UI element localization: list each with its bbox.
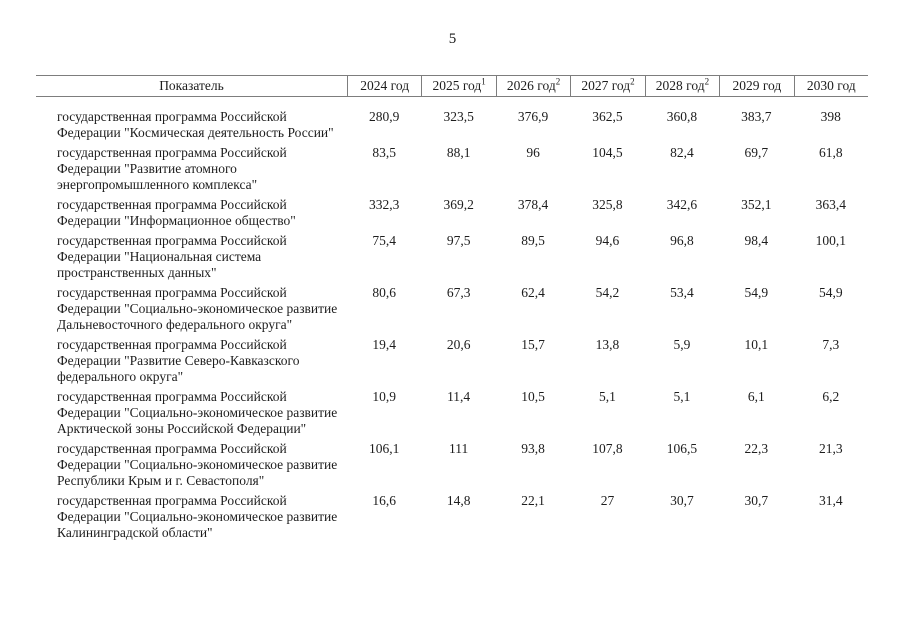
program-name: государственная программа Российской Фед… xyxy=(57,109,334,140)
table-row: государственная программа Российской Фед… xyxy=(36,105,868,141)
table-row: государственная программа Российской Фед… xyxy=(36,385,868,437)
value-2030: 100,1 xyxy=(815,233,846,248)
value-2024: 75,4 xyxy=(372,233,397,248)
value-2029: 69,7 xyxy=(744,145,769,160)
value-2025: 323,5 xyxy=(443,109,474,124)
value-2030: 54,9 xyxy=(818,285,843,300)
column-header-2028: 2028 год2 xyxy=(644,76,719,96)
value-2030: 363,4 xyxy=(815,197,846,212)
footnote-ref: 2 xyxy=(555,76,561,87)
table-row: государственная программа Российской Фед… xyxy=(36,333,868,385)
value-2026: 93,8 xyxy=(521,441,545,456)
value-2030: 398 xyxy=(820,109,841,124)
table-row: государственная программа Российской Фед… xyxy=(36,141,868,193)
value-2029: 10,1 xyxy=(744,337,769,352)
footnote-ref: 2 xyxy=(630,76,635,87)
table-row: государственная программа Российской Фед… xyxy=(36,489,868,541)
footnote-ref: 1 xyxy=(481,76,486,87)
value-2026: 62,4 xyxy=(521,285,545,300)
value-2027: 94,6 xyxy=(595,233,620,248)
value-2030: 31,4 xyxy=(818,493,843,508)
value-2024: 280,9 xyxy=(369,109,400,124)
value-2029: 352,1 xyxy=(741,197,772,212)
value-2024: 80,6 xyxy=(372,285,397,300)
column-header-2027: 2027 год2 xyxy=(570,76,644,96)
column-header-2025: 2025 год1 xyxy=(421,76,495,96)
value-2025: 67,3 xyxy=(446,285,471,300)
value-2030: 61,8 xyxy=(818,145,843,160)
value-2025: 88,1 xyxy=(446,145,471,160)
value-2028: 30,7 xyxy=(670,493,694,508)
value-2029: 383,7 xyxy=(741,109,772,124)
value-2024: 106,1 xyxy=(369,441,400,456)
value-2028: 96,8 xyxy=(670,233,694,248)
program-name: государственная программа Российской Фед… xyxy=(57,337,300,384)
program-name: государственная программа Российской Фед… xyxy=(57,493,338,540)
value-2026: 10,5 xyxy=(521,389,545,404)
value-2025: 111 xyxy=(449,441,469,456)
value-2026: 15,7 xyxy=(521,337,545,352)
program-name: государственная программа Российской Фед… xyxy=(57,441,338,488)
value-2029: 30,7 xyxy=(744,493,769,508)
value-2025: 97,5 xyxy=(446,233,471,248)
value-2024: 16,6 xyxy=(372,493,397,508)
value-2024: 332,3 xyxy=(369,197,400,212)
value-2027: 13,8 xyxy=(595,337,620,352)
table-row: государственная программа Российской Фед… xyxy=(36,193,868,229)
value-2026: 96 xyxy=(526,145,540,160)
value-2027: 27 xyxy=(600,493,615,508)
value-2027: 54,2 xyxy=(595,285,620,300)
value-2027: 107,8 xyxy=(592,441,623,456)
value-2026: 376,9 xyxy=(517,109,549,124)
column-header-2029: 2029 год xyxy=(719,76,793,96)
value-2024: 83,5 xyxy=(372,145,397,160)
program-name: государственная программа Российской Фед… xyxy=(57,285,338,332)
value-2025: 20,6 xyxy=(446,337,471,352)
budget-table: Показатель 2024 год 2025 год1 2026 год2 … xyxy=(36,75,868,541)
value-2027: 5,1 xyxy=(599,389,616,404)
value-2026: 89,5 xyxy=(521,233,545,248)
value-2027: 104,5 xyxy=(592,145,623,160)
value-2024: 19,4 xyxy=(372,337,397,352)
value-2027: 362,5 xyxy=(592,109,623,124)
value-2028: 53,4 xyxy=(670,285,694,300)
value-2025: 369,2 xyxy=(443,197,474,212)
table-row: государственная программа Российской Фед… xyxy=(36,281,868,333)
column-header-indicator: Показатель xyxy=(159,78,224,93)
value-2025: 11,4 xyxy=(447,389,471,404)
value-2029: 22,3 xyxy=(744,441,769,456)
value-2026: 22,1 xyxy=(521,493,545,508)
value-2030: 7,3 xyxy=(822,337,840,352)
table-body: государственная программа Российской Фед… xyxy=(36,97,868,541)
column-header-2024: 2024 год xyxy=(347,76,421,96)
value-2028: 82,4 xyxy=(670,145,694,160)
column-header-2026: 2026 год2 xyxy=(495,76,570,96)
value-2027: 325,8 xyxy=(592,197,623,212)
table-header-row: Показатель 2024 год 2025 год1 2026 год2 … xyxy=(36,75,868,97)
page-number: 5 xyxy=(448,31,457,47)
value-2028: 342,6 xyxy=(666,197,698,212)
value-2024: 10,9 xyxy=(372,389,397,404)
program-name: государственная программа Российской Фед… xyxy=(57,145,287,192)
value-2028: 360,8 xyxy=(666,109,698,124)
table-row: государственная программа Российской Фед… xyxy=(36,437,868,489)
column-header-2030: 2030 год xyxy=(793,76,868,96)
value-2029: 54,9 xyxy=(744,285,769,300)
value-2028: 5,9 xyxy=(673,337,691,352)
value-2030: 21,3 xyxy=(818,441,843,456)
value-2025: 14,8 xyxy=(446,493,471,508)
value-2028: 106,5 xyxy=(666,441,698,456)
program-name: государственная программа Российской Фед… xyxy=(57,389,338,436)
program-name: государственная программа Российской Фед… xyxy=(57,233,287,280)
value-2030: 6,2 xyxy=(822,389,840,404)
program-name: государственная программа Российской Фед… xyxy=(57,197,296,228)
value-2028: 5,1 xyxy=(673,389,691,404)
value-2029: 6,1 xyxy=(747,389,765,404)
value-2029: 98,4 xyxy=(744,233,769,248)
table-row: государственная программа Российской Фед… xyxy=(36,229,868,281)
value-2026: 378,4 xyxy=(517,197,549,212)
footnote-ref: 2 xyxy=(704,76,710,87)
